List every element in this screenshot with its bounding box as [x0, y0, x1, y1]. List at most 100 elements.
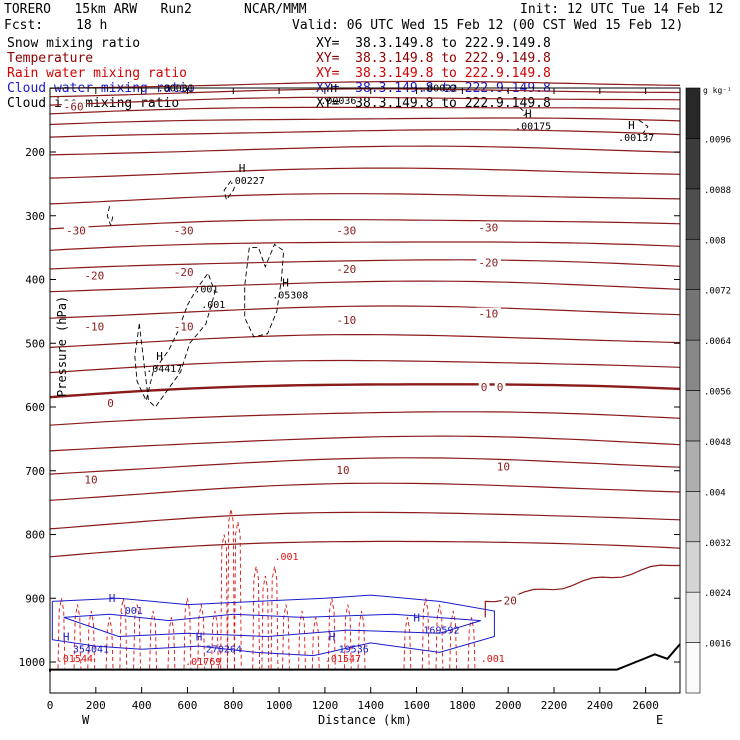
isotherm-label: -20: [478, 257, 498, 270]
colorbar-tick-label: .0072: [704, 287, 731, 297]
isotherm-line: [49, 219, 681, 230]
isotherm-line: [49, 383, 681, 399]
isotherm-label: -10: [84, 320, 104, 333]
snow-max-marker: H: [239, 162, 246, 175]
isotherm-label: 20: [504, 594, 517, 607]
colorbar-swatch: [685, 138, 701, 190]
isotherm-label: -30: [174, 225, 194, 238]
y-tick-label: 200: [25, 146, 45, 159]
snow-max-marker: H: [330, 82, 337, 95]
isotherm-label-bg: [476, 221, 501, 233]
rain-contours: [57, 508, 476, 669]
colorbar-swatch: [685, 642, 701, 694]
colorbar-tick-label: .0064: [704, 337, 731, 347]
cloud-water-max-marker: H: [329, 630, 336, 643]
snow-max-marker: H: [282, 277, 289, 290]
isotherm-label-bg: [171, 224, 197, 236]
rain-label: .001: [481, 654, 505, 665]
isotherm-label-bg: [82, 320, 107, 332]
colorbar-swatch: [685, 339, 701, 391]
axes: 0 200 400 600 800 1000 1200 1400 1600 1800 2000 220…: [19, 88, 680, 712]
x-tick-label: 2000: [495, 699, 522, 712]
rain-contour-line: [105, 617, 114, 669]
rain-label: .01547: [325, 654, 361, 665]
cloud-water-contour-line: [63, 613, 481, 638]
header-fcst-value: 18 h: [76, 18, 108, 33]
snow-contour-line: [638, 119, 649, 134]
y-tick-label: 400: [25, 274, 45, 287]
snow-max-label: .00227: [229, 176, 265, 187]
field-xy-snow: XY= 38.3.149.8 to 222.9.149.8: [316, 36, 551, 51]
rain-contour-line: [87, 610, 96, 669]
cloud-water-label: .001: [119, 606, 143, 617]
colorbar-tick-label: .0088: [704, 186, 731, 196]
isotherm-label-bg: [501, 594, 520, 606]
isotherm-line: [49, 88, 681, 98]
isotherm-line: [49, 145, 681, 156]
rain-contour-line: [133, 604, 141, 669]
snow-contours: [106, 107, 649, 408]
y-tick-label: 300: [25, 210, 45, 223]
cloud-water-contours: [51, 594, 495, 657]
colorbar-tick-label: .0096: [704, 135, 731, 145]
rain-contour-line: [220, 534, 228, 669]
rain-label: .01544: [57, 654, 93, 665]
isotherm-label: 0: [497, 381, 504, 394]
isotherm-label: -20: [174, 266, 194, 279]
isotherm-label-bg: [494, 380, 506, 392]
x-tick-label: 0: [47, 699, 54, 712]
x-tick-label: 1200: [312, 699, 339, 712]
rain-contour-line: [149, 610, 157, 669]
snow-contour-line: [134, 272, 216, 408]
east-endpoint-label: E: [656, 713, 663, 727]
x-tick-label: 1600: [403, 699, 430, 712]
rain-contour-line: [403, 617, 412, 669]
rain-contour-line: [252, 566, 261, 669]
snow-contour-line: [519, 107, 528, 118]
isotherm-label-bg: [334, 313, 359, 325]
isotherm-label: -10: [174, 320, 194, 333]
colorbar-tick-label: .0024: [704, 589, 731, 599]
cloud-water-max-marker: H: [196, 630, 203, 643]
isotherm-label: -10: [478, 308, 498, 321]
rain-contour-line: [298, 610, 306, 669]
colorbar-tick-label: .0032: [704, 539, 731, 549]
snow-contour-line: [106, 206, 114, 227]
cloud-water-max-marker: H: [413, 611, 420, 624]
isotherm-line: [49, 435, 681, 452]
cloud-water-contour-line: [51, 594, 495, 657]
colorbar-tick-label: .0048: [704, 438, 731, 448]
y-tick-label: 600: [25, 401, 45, 414]
rain-contour-line: [357, 610, 366, 669]
isotherm-label-bg: [494, 460, 513, 472]
isotherm-line: [49, 117, 681, 126]
isotherm-label: 0: [481, 381, 488, 394]
colorbar-units: g kg⁻¹: [703, 86, 732, 95]
isotherm-label: -30: [66, 225, 86, 238]
cloud-water-label: 169592: [423, 625, 459, 636]
isotherm-label: 10: [336, 464, 349, 477]
isotherm-line: [49, 280, 681, 293]
x-tick-label: 600: [178, 699, 198, 712]
header-org: NCAR/MMM: [244, 2, 307, 17]
isotherm-label: 10: [84, 473, 97, 486]
plot-frame: [49, 87, 681, 694]
cloud-water-max-marker: H: [109, 592, 116, 605]
cloud-water-max-marker: H: [63, 630, 70, 643]
x-tick-label: 400: [132, 699, 152, 712]
isotherm-label-bg: [476, 256, 501, 268]
y-axis-label: Pressure (hPa): [55, 296, 69, 397]
rain-contour-line: [270, 566, 279, 669]
header-init: Init: 12 UTC Tue 14 Feb 12: [520, 2, 724, 17]
y-tick-label: 800: [25, 529, 45, 542]
rain-contour-line: [435, 604, 444, 669]
snow-max-marker: H: [525, 108, 532, 121]
isotherm-label: -20: [336, 263, 356, 276]
isotherm-label-bg: [82, 473, 100, 485]
x-tick-label: 1000: [266, 699, 293, 712]
x-tick-label: 800: [223, 699, 243, 712]
x-tick-label: 1400: [358, 699, 385, 712]
isotherm-line: [49, 457, 681, 475]
isotherm-line: [49, 359, 681, 374]
isotherm-label: 10: [497, 461, 510, 474]
